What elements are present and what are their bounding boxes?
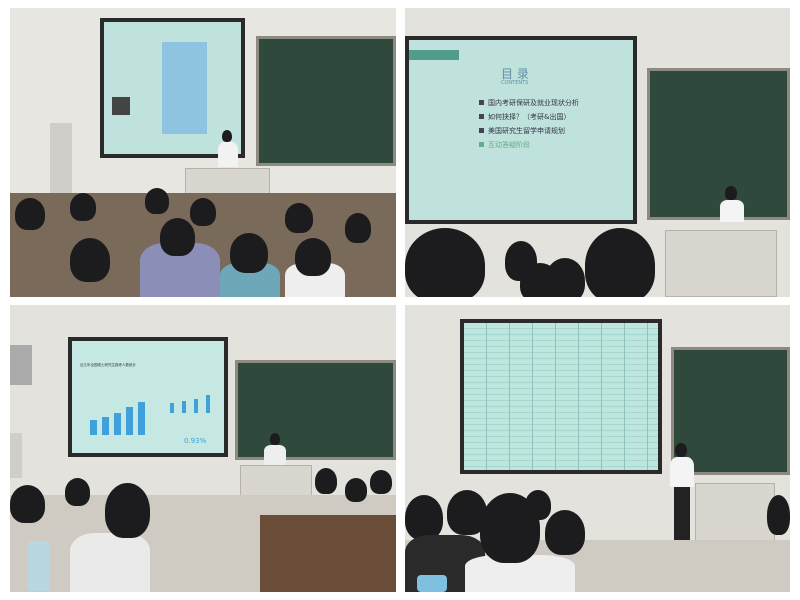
slide-title: 目 录 <box>501 67 529 81</box>
toc-item: 互动答疑阶段 <box>479 140 530 150</box>
slide: 目 录 CONTENTS 国内考研保研及就业现状分析 如何抉择？（考研&出国） … <box>409 40 633 220</box>
audience <box>405 485 790 592</box>
portrait-image <box>162 42 207 134</box>
toc-item: 如何抉择？（考研&出国） <box>479 112 570 122</box>
projector-screen <box>460 319 662 474</box>
slide-subtitle: CONTENTS <box>501 80 529 86</box>
blackboard <box>256 36 396 166</box>
slide-title: 近几年全国硕士研究生报考人数统计 <box>80 363 136 367</box>
lecture-photo-4 <box>405 305 790 592</box>
lecture-photo-1 <box>10 8 396 297</box>
window <box>10 345 32 385</box>
projector-screen: 目 录 CONTENTS 国内考研保研及就业现状分析 如何抉择？（考研&出国） … <box>405 36 637 224</box>
lecture-photo-2: 目 录 CONTENTS 国内考研保研及就业现状分析 如何抉择？（考研&出国） … <box>405 8 790 297</box>
water-bottle <box>28 541 50 591</box>
audience <box>10 468 396 592</box>
audience <box>10 188 396 297</box>
air-conditioner <box>50 123 72 203</box>
air-conditioner <box>10 433 22 478</box>
projector-screen <box>100 18 245 158</box>
logo <box>409 50 459 60</box>
audience <box>405 223 660 297</box>
blackboard <box>671 347 790 475</box>
toc-item: 美国研究生留学申请规划 <box>479 126 565 136</box>
lecture-photo-3: 近几年全国硕士研究生报考人数统计 0.93% <box>10 305 396 592</box>
qr-code <box>112 97 130 115</box>
water-bottle <box>417 575 447 592</box>
podium <box>665 230 777 297</box>
toc-item: 国内考研保研及就业现状分析 <box>479 98 579 108</box>
projector-screen: 近几年全国硕士研究生报考人数统计 0.93% <box>68 337 228 457</box>
slide <box>104 22 241 154</box>
blackboard <box>235 360 396 460</box>
data-table <box>464 323 658 470</box>
highlight-value: 0.93% <box>184 437 207 445</box>
blackboard <box>647 68 790 220</box>
slide: 近几年全国硕士研究生报考人数统计 0.93% <box>72 341 224 453</box>
slide <box>464 323 658 470</box>
